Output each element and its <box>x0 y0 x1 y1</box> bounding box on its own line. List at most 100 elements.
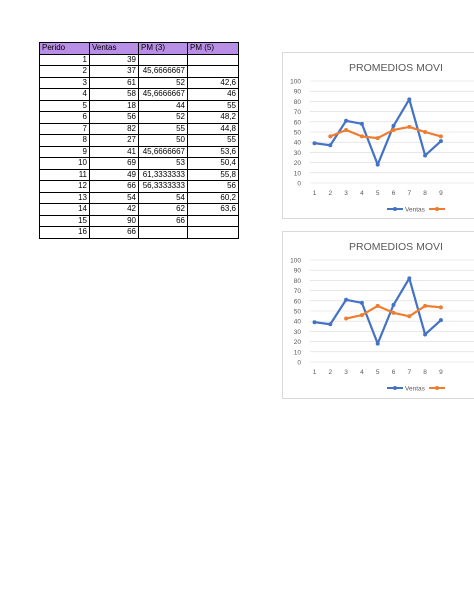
cell-ventas[interactable]: 90 <box>89 214 139 227</box>
cell-periodo[interactable]: 2 <box>39 65 90 78</box>
table-row: 4 58 45,6666667 46 <box>39 88 239 101</box>
cell-ventas[interactable]: 56 <box>89 111 139 124</box>
cell-ventas[interactable]: 37 <box>89 65 139 78</box>
y-tick-label: 10 <box>294 349 302 356</box>
chart-svg: PROMEDIOS MOVI 0 10 20 30 40 50 60 70 80 90 100 1 2 3 4… <box>290 241 474 393</box>
cell-pm5[interactable]: 60,2 <box>187 191 239 204</box>
cell-pm5[interactable]: 56 <box>187 180 239 193</box>
cell-ventas[interactable]: 66 <box>89 180 139 193</box>
cell-pm3[interactable]: 62 <box>138 203 188 216</box>
data-point-ventas <box>423 332 428 337</box>
cell-pm3[interactable]: 61,3333333 <box>138 168 188 181</box>
cell-pm5[interactable]: 53,6 <box>187 145 239 158</box>
cell-pm5[interactable]: 63,6 <box>187 203 239 216</box>
cell-pm5[interactable]: 55 <box>187 134 239 147</box>
cell-periodo[interactable]: 16 <box>39 226 90 239</box>
cell-periodo[interactable]: 1 <box>39 53 90 66</box>
data-point-promedio <box>391 310 396 315</box>
cell-ventas[interactable]: 49 <box>89 168 139 181</box>
cell-pm3[interactable]: 55 <box>138 122 188 135</box>
cell-pm5[interactable]: 55 <box>187 99 239 112</box>
cell-ventas[interactable]: 54 <box>89 191 139 204</box>
chart-title: PROMEDIOS MOVI <box>349 62 443 74</box>
legend-marker-promedio <box>435 207 439 211</box>
cell-pm3[interactable]: 56,3333333 <box>138 180 188 193</box>
header-periodo[interactable]: Perido <box>39 42 90 55</box>
y-tick-label: 0 <box>297 360 301 367</box>
data-point-ventas <box>391 302 396 307</box>
data-point-ventas <box>423 153 428 158</box>
data-point-promedio <box>344 316 349 321</box>
cell-pm3[interactable]: 53 <box>138 157 188 170</box>
y-tick-label: 10 <box>294 170 302 177</box>
cell-periodo[interactable]: 8 <box>39 134 90 147</box>
cell-pm5[interactable] <box>187 65 239 78</box>
cell-ventas[interactable]: 41 <box>89 145 139 158</box>
cell-periodo[interactable]: 9 <box>39 145 90 158</box>
cell-pm3[interactable]: 54 <box>138 191 188 204</box>
cell-ventas[interactable]: 42 <box>89 203 139 216</box>
chart-moving-average-3[interactable]: PROMEDIOS MOVI 0 10 20 30 40 50 60 70 80 90 100 1 2 3 4… <box>282 52 474 219</box>
y-tick-label: 50 <box>294 130 302 137</box>
table-row: 12 66 56,3333333 56 <box>39 180 239 193</box>
cell-ventas[interactable]: 82 <box>89 122 139 135</box>
cell-pm3[interactable]: 52 <box>138 76 188 89</box>
table-row: 15 90 66 <box>39 214 239 227</box>
cell-pm3[interactable]: 50 <box>138 134 188 147</box>
cell-periodo[interactable]: 7 <box>39 122 90 135</box>
y-tick-label: 60 <box>294 298 302 305</box>
cell-ventas[interactable]: 61 <box>89 76 139 89</box>
cell-periodo[interactable]: 12 <box>39 180 90 193</box>
x-tick-label: 4 <box>360 369 364 376</box>
data-point-promedio <box>438 134 443 139</box>
cell-periodo[interactable]: 11 <box>39 168 90 181</box>
y-tick-label: 70 <box>294 288 302 295</box>
x-tick-label: 5 <box>376 190 380 197</box>
cell-pm5[interactable]: 46 <box>187 88 239 101</box>
cell-ventas[interactable]: 39 <box>89 53 139 66</box>
cell-periodo[interactable]: 13 <box>39 191 90 204</box>
cell-pm5[interactable] <box>187 226 239 239</box>
cell-pm3[interactable]: 45,6666667 <box>138 88 188 101</box>
cell-pm3[interactable]: 52 <box>138 111 188 124</box>
header-pm3[interactable]: PM (3) <box>138 42 188 55</box>
cell-periodo[interactable]: 3 <box>39 76 90 89</box>
x-tick-label: 9 <box>439 190 443 197</box>
table-row: 10 69 53 50,4 <box>39 157 239 170</box>
data-point-ventas <box>407 97 412 102</box>
header-pm5[interactable]: PM (5) <box>187 42 239 55</box>
cell-periodo[interactable]: 5 <box>39 99 90 112</box>
chart-moving-average-5[interactable]: PROMEDIOS MOVI 0 10 20 30 40 50 60 70 80 90 100 1 2 3 4… <box>282 231 474 399</box>
cell-periodo[interactable]: 10 <box>39 157 90 170</box>
y-tick-label: 80 <box>294 99 302 106</box>
cell-periodo[interactable]: 6 <box>39 111 90 124</box>
cell-ventas[interactable]: 66 <box>89 226 139 239</box>
cell-pm5[interactable]: 48,2 <box>187 111 239 124</box>
cell-pm3[interactable] <box>138 226 188 239</box>
cell-pm5[interactable]: 55,8 <box>187 168 239 181</box>
cell-ventas[interactable]: 69 <box>89 157 139 170</box>
cell-pm3[interactable]: 45,6666667 <box>138 65 188 78</box>
cell-ventas[interactable]: 58 <box>89 88 139 101</box>
cell-periodo[interactable]: 4 <box>39 88 90 101</box>
cell-pm3[interactable]: 44 <box>138 99 188 112</box>
legend-marker-promedio <box>435 386 439 390</box>
cell-pm5[interactable]: 42,6 <box>187 76 239 89</box>
cell-pm5[interactable] <box>187 53 239 66</box>
cell-pm3[interactable] <box>138 53 188 66</box>
data-point-ventas <box>391 123 396 128</box>
cell-pm3[interactable]: 66 <box>138 214 188 227</box>
cell-ventas[interactable]: 27 <box>89 134 139 147</box>
cell-periodo[interactable]: 14 <box>39 203 90 216</box>
cell-pm3[interactable]: 45,6666667 <box>138 145 188 158</box>
cell-pm5[interactable]: 50,4 <box>187 157 239 170</box>
data-point-ventas <box>344 297 349 302</box>
legend-marker-ventas <box>393 207 397 211</box>
cell-ventas[interactable]: 18 <box>89 99 139 112</box>
cell-pm5[interactable] <box>187 214 239 227</box>
cell-pm5[interactable]: 44,8 <box>187 122 239 135</box>
data-point-ventas <box>312 141 317 146</box>
cell-periodo[interactable]: 15 <box>39 214 90 227</box>
header-ventas[interactable]: Ventas <box>89 42 139 55</box>
data-point-promedio <box>375 303 380 308</box>
